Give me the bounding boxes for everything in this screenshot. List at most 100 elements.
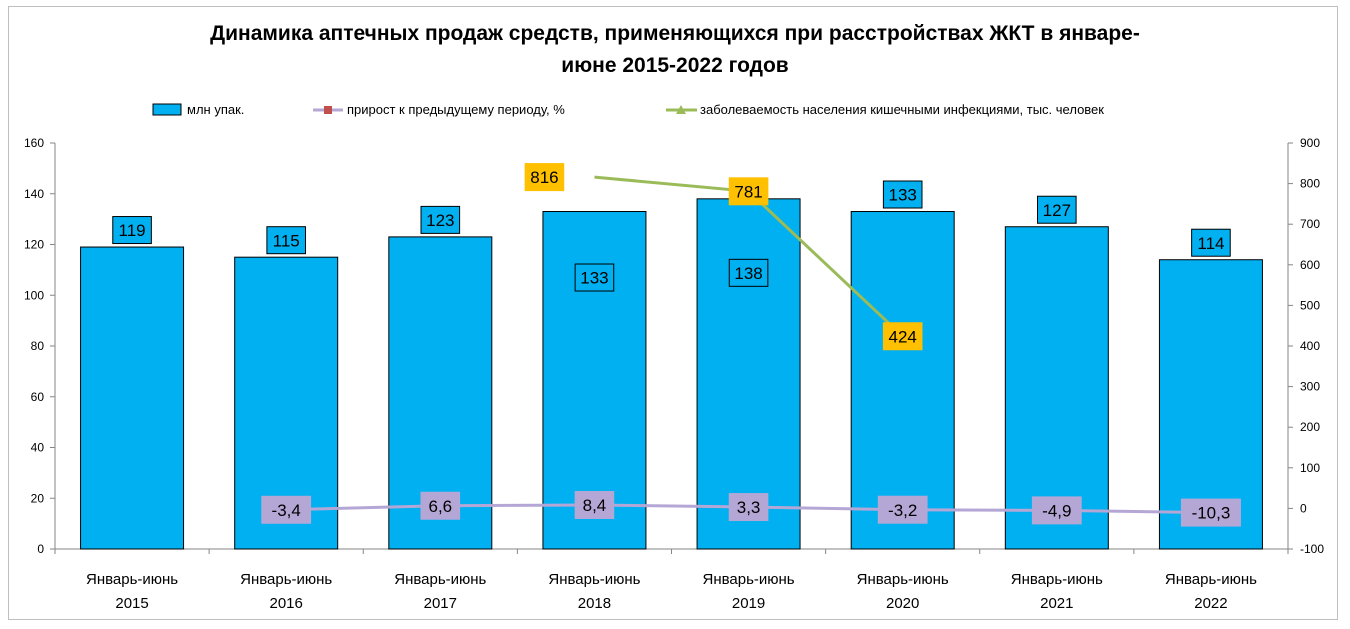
- y-right-tick-label: -100: [1300, 542, 1324, 556]
- x-tick-label: Январь-июнь: [548, 571, 640, 588]
- y-left-tick-label: 160: [24, 136, 44, 150]
- growth-data-label: -4,9: [1031, 496, 1082, 525]
- x-tick-label-year: 2022: [1194, 595, 1227, 612]
- x-tick-label: Январь-июнь: [86, 571, 178, 588]
- incidence-data-label: 781: [728, 177, 769, 206]
- growth-data-label: -10,3: [1180, 498, 1241, 527]
- growth-data-label-text: 6,6: [428, 497, 452, 516]
- growth-data-label-box: [1180, 498, 1241, 527]
- incidence-data-label-box: [524, 163, 565, 192]
- x-tick-label-year: 2017: [424, 595, 457, 612]
- chart-title-line-2: июне 2015-2022 годов: [561, 54, 789, 77]
- axes: 0 20 40 60 80 100 120 140 160 -100 0 100 200 300 400 50…: [24, 136, 1324, 612]
- y-left-tick-label: 60: [31, 390, 45, 404]
- growth-data-label-box: [728, 493, 769, 522]
- x-tick-label: Январь-июнь: [702, 571, 794, 588]
- bar-data-label: 123: [420, 205, 461, 234]
- bar-data-label-text: 138: [734, 264, 762, 283]
- bar-data-label: 114: [1191, 228, 1231, 257]
- bar: [80, 246, 185, 550]
- x-tick-label-year: 2018: [578, 595, 611, 612]
- legend-label-growth: прирост к предыдущему периоду, %: [347, 102, 565, 117]
- y-left-tick-label: 140: [24, 187, 44, 201]
- bar-data-label-text: 133: [889, 186, 917, 205]
- x-tick-label-year: 2021: [1040, 595, 1073, 612]
- legend-label-incidence: заболеваемость населения кишечными инфек…: [700, 102, 1104, 117]
- bar-data-label-box: [882, 180, 923, 209]
- growth-data-label-box: [574, 490, 615, 519]
- incidence-data-label-box: [882, 322, 923, 351]
- y-right-tick-label: 700: [1300, 217, 1320, 231]
- bar: [696, 198, 801, 550]
- y-right-tick-label: 500: [1300, 298, 1320, 312]
- growth-data-label-text: 3,3: [737, 498, 761, 517]
- growth-data-label-text: 8,4: [583, 496, 607, 515]
- growth-data-label: 6,6: [420, 491, 461, 520]
- y-left-tick-label: 40: [31, 441, 45, 455]
- incidence-data-label-text: 781: [734, 182, 762, 201]
- x-tick-label-year: 2020: [886, 595, 919, 612]
- bar-data-label: 133: [882, 180, 923, 209]
- growth-data-label: 3,3: [728, 493, 769, 522]
- y-right-tick-label: 600: [1300, 258, 1320, 272]
- bar-data-label-box: [112, 216, 152, 245]
- growth-data-label-text: -4,9: [1042, 502, 1071, 521]
- x-tick-label-year: 2015: [115, 595, 148, 612]
- data-labels: 119 115 123 133 138 133 127 114 -3,4 6,6 8,4 3,3 -3,…: [112, 163, 1241, 527]
- bar-data-label-text: 123: [426, 211, 454, 230]
- growth-data-label-box: [877, 495, 928, 524]
- bar-data-label-box: [266, 226, 306, 255]
- growth-data-label: -3,2: [877, 495, 928, 524]
- bar-data-label: 138: [728, 258, 769, 287]
- y-left-tick-label: 80: [31, 339, 45, 353]
- bar-data-label-text: 114: [1197, 234, 1224, 253]
- bar-data-label-text: 115: [273, 231, 300, 250]
- x-tick-label-year: 2019: [732, 595, 765, 612]
- incidence-data-label: 424: [882, 322, 923, 351]
- bar-data-label-text: 133: [580, 269, 608, 288]
- y-right-tick-label: 0: [1300, 501, 1307, 515]
- y-right-tick-label: 300: [1300, 380, 1320, 394]
- bar-data-label-box: [574, 263, 615, 292]
- growth-data-label-text: -3,2: [888, 501, 917, 520]
- bar-data-label: 119: [112, 216, 152, 245]
- y-left-tick-label: 0: [37, 542, 44, 556]
- bar-data-label-box: [420, 205, 461, 234]
- x-tick-label: Январь-июнь: [394, 571, 486, 588]
- growth-data-label-box: [420, 491, 461, 520]
- incidence-data-label-text: 424: [889, 327, 917, 346]
- bar-data-label-box: [1037, 195, 1077, 224]
- growth-data-label-box: [261, 495, 312, 524]
- y-right-tick-label: 400: [1300, 339, 1320, 353]
- bar-data-label-box: [1191, 228, 1231, 257]
- bar: [850, 211, 955, 550]
- growth-data-label-text: -3,4: [272, 501, 301, 520]
- legend-marker-growth: [324, 106, 332, 114]
- growth-data-label: -3,4: [261, 495, 312, 524]
- bar-data-label-text: 119: [119, 221, 146, 240]
- bar: [388, 236, 493, 550]
- x-tick-label: Январь-июнь: [1165, 571, 1257, 588]
- bar-data-label-text: 127: [1043, 201, 1071, 220]
- y-left-tick-label: 100: [24, 288, 44, 302]
- incidence-data-label-text: 816: [530, 168, 558, 187]
- chart-title: Динамика аптечных продаж средств, примен…: [0, 18, 1350, 82]
- legend-label-bars: млн упак.: [187, 102, 244, 117]
- y-right-tick-label: 900: [1300, 136, 1320, 150]
- incidence-data-label: 816: [524, 163, 565, 192]
- y-right-tick-label: 800: [1300, 177, 1320, 191]
- legend-marker-bars: [152, 103, 182, 116]
- y-left-tick-label: 20: [31, 491, 45, 505]
- bar-data-label: 127: [1037, 195, 1077, 224]
- legend-marker-incidence: [676, 105, 686, 114]
- bar-data-label: 115: [266, 226, 306, 255]
- growth-data-label-text: -10,3: [1192, 504, 1231, 523]
- x-tick-label-year: 2016: [270, 595, 303, 612]
- bars-series: [80, 198, 1263, 550]
- x-tick-label: Январь-июнь: [857, 571, 949, 588]
- x-tick-label: Январь-июнь: [240, 571, 332, 588]
- incidence-data-label-box: [728, 177, 769, 206]
- legend: млн упак. прирост к предыдущему периоду,…: [152, 102, 1104, 117]
- y-left-tick-label: 120: [24, 238, 44, 252]
- x-tick-label: Январь-июнь: [1011, 571, 1103, 588]
